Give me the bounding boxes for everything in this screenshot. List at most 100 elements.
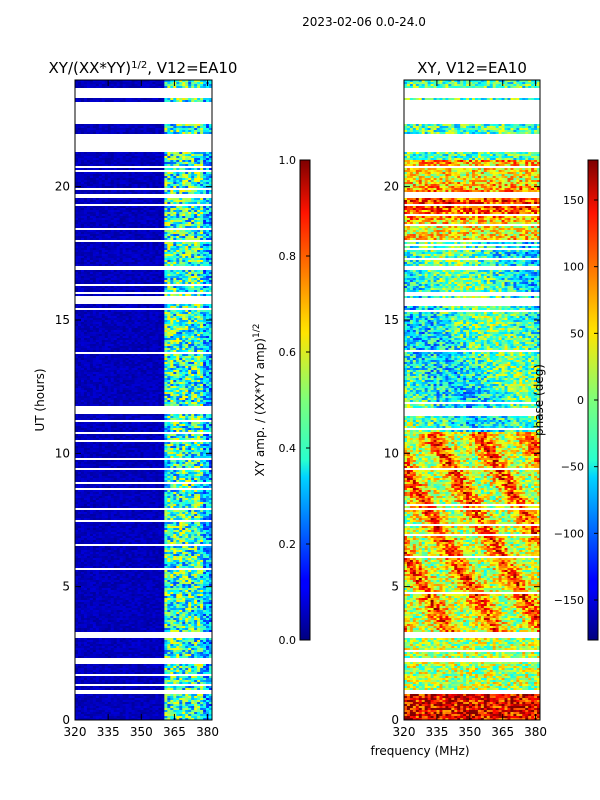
amplitude-cell bbox=[77, 216, 82, 218]
amplitude-cell bbox=[188, 258, 192, 260]
amplitude-cell bbox=[155, 242, 159, 244]
amplitude-cell bbox=[107, 262, 112, 264]
amplitude-cell bbox=[110, 214, 115, 216]
amplitude-cell bbox=[188, 374, 192, 376]
amplitude-cell bbox=[167, 84, 171, 86]
amplitude-cell bbox=[158, 374, 162, 376]
amplitude-cell bbox=[191, 218, 195, 220]
amplitude-cell bbox=[134, 234, 138, 236]
amplitude-cell bbox=[191, 374, 195, 376]
amplitude-cell bbox=[170, 86, 174, 88]
amplitude-cell bbox=[191, 208, 195, 210]
amplitude-cell bbox=[89, 206, 94, 208]
amplitude-cell bbox=[89, 368, 94, 370]
amplitude-cell bbox=[197, 332, 201, 334]
amplitude-cell bbox=[92, 330, 97, 332]
amplitude-cell bbox=[116, 242, 121, 244]
amplitude-cell bbox=[191, 326, 195, 328]
amplitude-cell bbox=[104, 322, 109, 324]
amplitude-cell bbox=[197, 176, 201, 178]
amplitude-cell bbox=[182, 244, 186, 246]
amplitude-cell bbox=[161, 128, 165, 130]
amplitude-cell bbox=[209, 362, 212, 364]
amplitude-cell bbox=[75, 330, 79, 332]
amplitude-cell bbox=[191, 180, 195, 182]
amplitude-cell bbox=[173, 152, 177, 154]
amplitude-cell bbox=[110, 326, 115, 328]
amplitude-cell bbox=[92, 356, 97, 358]
amplitude-cell bbox=[176, 230, 180, 232]
amplitude-cell bbox=[77, 212, 82, 214]
amplitude-cell bbox=[182, 270, 186, 272]
amplitude-cell bbox=[143, 174, 147, 176]
amplitude-cell bbox=[191, 80, 195, 82]
amplitude-cell bbox=[146, 132, 150, 134]
amplitude-cell bbox=[83, 182, 88, 184]
amplitude-cell bbox=[185, 224, 189, 226]
amplitude-cell bbox=[209, 98, 212, 100]
amplitude-cell bbox=[92, 354, 97, 356]
amplitude-cell bbox=[95, 176, 100, 178]
amplitude-cell bbox=[194, 86, 198, 88]
amplitude-cell bbox=[191, 290, 195, 292]
amplitude-cell bbox=[155, 288, 159, 290]
amplitude-cell bbox=[95, 264, 100, 266]
amplitude-cell bbox=[164, 324, 168, 326]
amplitude-cell bbox=[167, 80, 171, 82]
amplitude-cell bbox=[173, 334, 177, 336]
amplitude-cell bbox=[191, 322, 195, 324]
amplitude-cell bbox=[188, 330, 192, 332]
amplitude-cell bbox=[113, 178, 118, 180]
amplitude-cell bbox=[209, 232, 212, 234]
amplitude-cell bbox=[167, 224, 171, 226]
amplitude-cell bbox=[143, 384, 147, 386]
amplitude-cell bbox=[77, 222, 82, 224]
amplitude-cell bbox=[179, 294, 183, 296]
amplitude-cell bbox=[203, 346, 207, 348]
amplitude-cell bbox=[197, 80, 201, 82]
amplitude-cell bbox=[200, 220, 204, 222]
amplitude-cell bbox=[209, 294, 212, 296]
amplitude-cell bbox=[119, 328, 124, 330]
amplitude-cell bbox=[209, 178, 212, 180]
amplitude-cell bbox=[170, 226, 174, 228]
amplitude-cell bbox=[185, 316, 189, 318]
amplitude-cell bbox=[197, 290, 201, 292]
amplitude-cell bbox=[197, 324, 201, 326]
amplitude-cell bbox=[206, 374, 210, 376]
amplitude-cell bbox=[131, 326, 135, 328]
amplitude-cell bbox=[188, 180, 192, 182]
amplitude-cell bbox=[146, 254, 150, 256]
amplitude-cell bbox=[179, 334, 183, 336]
amplitude-cell bbox=[125, 192, 130, 194]
amplitude-cell bbox=[197, 222, 201, 224]
amplitude-cell bbox=[167, 86, 171, 88]
amplitude-cell bbox=[80, 368, 85, 370]
amplitude-cell bbox=[86, 202, 91, 204]
amplitude-cell bbox=[116, 202, 121, 204]
amplitude-cell bbox=[209, 184, 212, 186]
amplitude-cell bbox=[158, 222, 162, 224]
amplitude-cell bbox=[75, 226, 79, 228]
amplitude-cell bbox=[128, 160, 132, 162]
amplitude-cell bbox=[194, 190, 198, 192]
amplitude-cell bbox=[104, 254, 109, 256]
amplitude-cell bbox=[113, 324, 118, 326]
amplitude-cell bbox=[197, 174, 201, 176]
amplitude-cell bbox=[191, 330, 195, 332]
amplitude-cell bbox=[83, 366, 88, 368]
amplitude-cell bbox=[113, 256, 118, 258]
amplitude-cell bbox=[131, 158, 135, 160]
amplitude-cell bbox=[92, 192, 97, 194]
amplitude-cell bbox=[125, 154, 130, 156]
amplitude-cell bbox=[110, 276, 115, 278]
amplitude-cell bbox=[110, 250, 115, 252]
amplitude-cell bbox=[113, 370, 118, 372]
amplitude-cell bbox=[161, 366, 165, 368]
amplitude-cell bbox=[179, 126, 183, 128]
amplitude-cell bbox=[125, 250, 130, 252]
amplitude-cell bbox=[95, 232, 100, 234]
amplitude-cell bbox=[188, 172, 192, 174]
amplitude-cell bbox=[119, 180, 124, 182]
amplitude-cell bbox=[98, 172, 103, 174]
